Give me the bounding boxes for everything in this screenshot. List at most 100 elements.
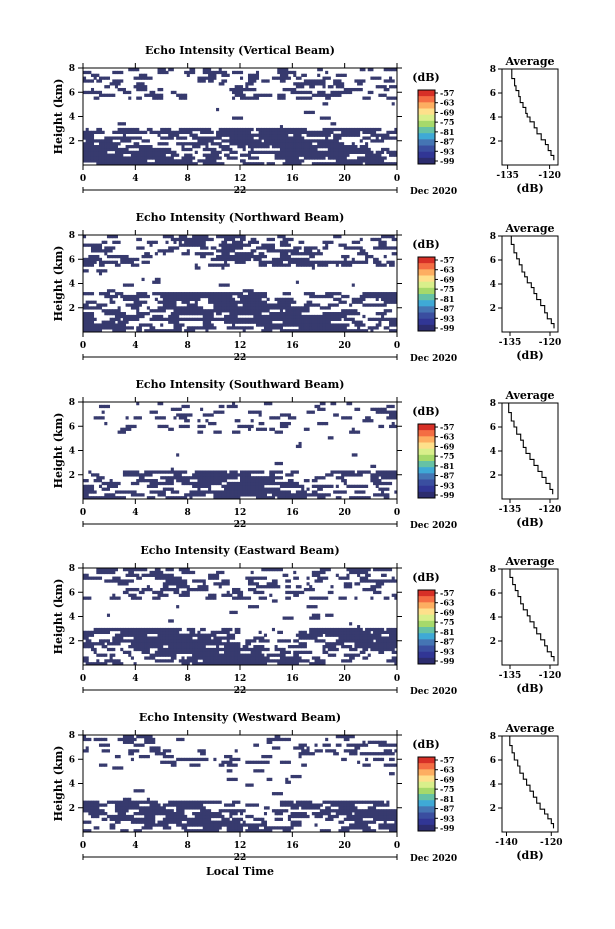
heatmap-cell [144,87,148,92]
heatmap-cell [88,490,92,494]
heatmap-cell [162,70,166,75]
heatmap-cell [263,136,268,140]
heatmap-cell [341,473,345,477]
heatmap-cell [237,240,241,244]
heatmap-cell [128,326,132,330]
heatmap-cell [317,326,321,330]
heatmap-cell [290,329,294,333]
heatmap-cell [88,257,92,262]
heatmap-cell [242,473,246,477]
heatmap-cell [327,147,331,152]
heatmap-cell [287,147,291,152]
heatmap-cell [133,159,137,163]
heatmap-cell [282,139,286,143]
heatmap-cell [170,490,174,494]
heatmap-cell [325,150,329,154]
heatmap-cell [112,130,116,135]
heatmap-cell [381,639,385,643]
heatmap-cell [378,481,382,486]
heatmap-cell [282,653,286,657]
heatmap-cell [93,326,97,330]
heatmap-cell [197,136,201,140]
heatmap-cell [295,82,299,86]
heatmap-cell [394,300,398,304]
heatmap-cell [168,303,172,307]
heatmap-cell [120,127,124,132]
heatmap-cell [114,130,118,135]
heatmap-cell [282,424,286,429]
heatmap-cell [343,481,347,486]
heatmap-cell [263,314,268,319]
heatmap-cell [146,642,150,646]
heatmap-cell [117,136,121,140]
heatmap-cell [322,312,326,316]
heatmap-cell [221,662,225,666]
heatmap-cell [106,147,111,152]
heatmap-cell [85,323,89,327]
heatmap-cell [327,317,331,321]
heatmap-cell [170,645,174,649]
heatmap-cell [341,159,345,163]
heatmap-cell [277,153,281,157]
heatmap-cell [226,487,230,491]
heatmap-cell [378,127,382,132]
heatmap-cell [83,326,87,330]
heatmap-cell [386,300,390,304]
heatmap-cell [83,659,87,663]
heatmap-cell [229,243,233,247]
heatmap-cell [383,639,387,643]
heatmap-cell [176,496,180,500]
heatmap-cell [266,249,270,253]
heatmap-cell [335,93,339,97]
heatmap-cell [311,317,315,321]
heatmap-cell [130,127,134,132]
heatmap-cell [378,642,382,646]
heatmap-cell [101,642,105,646]
heatmap-cell [325,263,329,267]
heatmap-cell [122,136,126,140]
heatmap-cell [173,133,177,137]
heatmap-cell [351,145,355,149]
heatmap-cell [367,153,371,157]
heatmap-cell [381,139,385,143]
heatmap-cell [237,659,241,663]
heatmap-cell [293,130,297,135]
heatmap-cell [362,147,366,152]
heatmap-cell [266,130,270,135]
heatmap-cell [197,424,201,429]
heatmap-cell [213,70,217,75]
heatmap-cell [279,424,283,429]
heatmap-cell [303,642,307,646]
heatmap-cell [287,416,291,420]
heatmap-cell [197,145,201,149]
heatmap-cell [362,647,366,652]
heatmap-cell [261,79,265,83]
heatmap-cell [346,153,350,157]
heatmap-cell [293,136,297,140]
heatmap-cell [285,656,289,660]
heatmap-cell [181,309,185,313]
date-day-label: 22 [234,353,247,363]
heatmap-cell [120,294,124,299]
heatmap-cell [232,653,236,657]
heatmap-cell [253,317,257,321]
heatmap-cell [245,139,249,143]
heatmap-cell [232,320,236,324]
heatmap-cell [218,312,222,316]
heatmap-cell [319,326,323,330]
heatmap-cell [247,252,252,256]
heatmap-cell [354,87,358,92]
heatmap-cell [221,130,225,135]
heatmap-cell [117,147,121,152]
heatmap-cell [373,139,377,143]
heatmap-cell [168,249,172,253]
colorbar-label: -63 [440,265,455,275]
heatmap-cell [101,404,105,409]
heatmap-cell [157,130,161,135]
heatmap-cell [112,235,116,239]
heatmap-cell [197,240,201,244]
x-tick-label: 20 [338,341,351,351]
heatmap-cell [138,473,142,477]
heatmap-cell [200,142,204,146]
heatmap-cell [269,317,273,321]
